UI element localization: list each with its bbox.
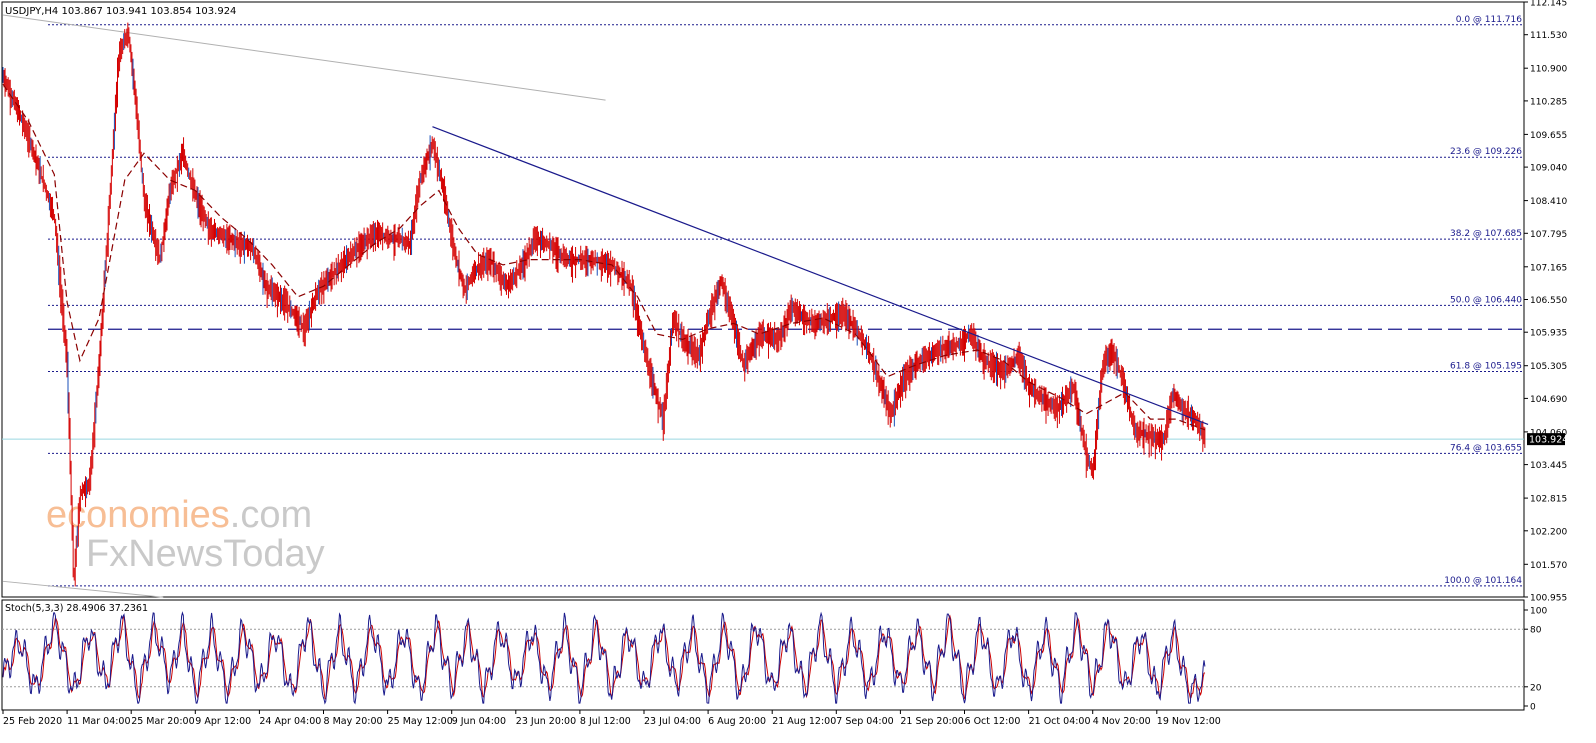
fib-level-label: 76.4 @ 103.655	[1450, 443, 1522, 453]
price-tick-label: 106.550	[1530, 296, 1567, 306]
time-tick-label: 21 Aug 12:00	[772, 716, 836, 727]
trendline-layer	[432, 126, 1209, 426]
channel-lower-line	[2, 580, 164, 598]
stoch-tick-label: 100	[1530, 607, 1547, 617]
stochastic-layer	[2, 611, 1524, 705]
descending-trendline	[432, 126, 1209, 426]
axis-layer: 112.145 111.530 110.900 110.285 109.655 109.0…	[2, 0, 1567, 727]
current-price-label: 103.924	[1529, 435, 1568, 446]
time-tick-label: 6 Aug 20:00	[708, 716, 766, 727]
svg-text:economies.com: economies.com	[46, 494, 312, 536]
price-tick-label: 108.410	[1530, 197, 1567, 207]
grid-layer: 0.0 @ 111.716 23.6 @ 109.226 38.2 @ 107.68…	[2, 15, 1524, 587]
time-tick-label: 21 Oct 04:00	[1029, 716, 1091, 727]
fib-level-label: 23.6 @ 109.226	[1450, 147, 1522, 157]
time-tick-label: 25 Mar 20:00	[131, 716, 194, 727]
time-tick-label: 21 Sep 20:00	[900, 716, 963, 727]
time-tick-label: 9 Apr 12:00	[195, 716, 251, 727]
stoch-panel[interactable]	[1, 599, 1525, 711]
fib-level-label: 100.0 @ 101.164	[1444, 576, 1522, 586]
time-tick-label: 23 Jul 04:00	[644, 716, 701, 727]
channel-upper-line	[2, 14, 606, 101]
current-price-marker: 103.924	[1527, 433, 1568, 446]
price-tick-label: 103.445	[1530, 461, 1567, 471]
main-panel[interactable]	[1, 1, 1525, 598]
price-tick-label: 111.530	[1530, 31, 1567, 41]
price-layer	[2, 22, 1206, 587]
time-tick-label: 8 May 20:00	[324, 716, 383, 727]
fib-level-label: 50.0 @ 106.440	[1450, 295, 1522, 305]
time-tick-label: 25 Feb 2020	[3, 716, 62, 727]
price-tick-label: 110.285	[1530, 97, 1567, 107]
moving-average-line	[2, 83, 1206, 431]
watermark-logo: economies.com FxNewsToday	[46, 494, 325, 575]
fib-level-label: 38.2 @ 107.685	[1450, 229, 1522, 239]
fib-level-label: 61.8 @ 105.195	[1450, 362, 1522, 372]
stoch-tick-label: 80	[1530, 626, 1542, 636]
time-tick-label: 25 May 12:00	[388, 716, 453, 727]
price-tick-label: 104.690	[1530, 395, 1567, 405]
price-tick-label: 112.145	[1530, 0, 1567, 9]
svg-text:FxNewsToday: FxNewsToday	[86, 533, 325, 575]
watermark-line2-colored: Fx	[86, 533, 128, 575]
price-tick-label: 110.900	[1530, 65, 1567, 75]
price-tick-label: 101.570	[1530, 561, 1567, 571]
price-tick-label: 109.655	[1530, 131, 1567, 141]
stoch-main-line	[2, 611, 1206, 705]
watermark-line2-rest: NewsToday	[128, 533, 324, 575]
stoch-tick-label: 20	[1530, 683, 1542, 693]
time-tick-label: 8 Jul 12:00	[580, 716, 631, 727]
time-tick-label: 11 Mar 04:00	[67, 716, 130, 727]
watermark-line1-colored: economies	[46, 494, 230, 536]
price-tick-label: 100.955	[1530, 594, 1567, 604]
price-tick-label: 107.165	[1530, 263, 1567, 273]
channel-layer	[2, 14, 606, 598]
price-tick-label: 107.795	[1530, 230, 1567, 240]
time-tick-label: 24 Apr 04:00	[259, 716, 321, 727]
price-tick-label: 102.815	[1530, 495, 1567, 505]
time-tick-label: 9 Jun 04:00	[452, 716, 506, 727]
price-tick-label: 102.200	[1530, 527, 1567, 537]
time-tick-label: 4 Nov 20:00	[1093, 716, 1151, 727]
moving-average-layer	[2, 83, 1206, 431]
chart-header: USDJPY,H4 103.867 103.941 103.854 103.92…	[5, 6, 236, 17]
stoch-header: Stoch(5,3,3) 28.4906 37.2361	[5, 603, 148, 614]
price-tick-label: 109.040	[1530, 164, 1567, 174]
time-tick-label: 7 Sep 04:00	[836, 716, 893, 727]
time-tick-label: 6 Oct 12:00	[965, 716, 1021, 727]
time-tick-label: 19 Nov 12:00	[1157, 716, 1221, 727]
price-tick-label: 105.305	[1530, 362, 1567, 372]
price-tick-label: 105.935	[1530, 329, 1567, 339]
watermark-line1-rest: .com	[230, 494, 312, 536]
time-tick-label: 23 Jun 20:00	[516, 716, 576, 727]
fib-level-label: 0.0 @ 111.716	[1456, 15, 1523, 25]
stoch-tick-label: 0	[1530, 703, 1536, 713]
